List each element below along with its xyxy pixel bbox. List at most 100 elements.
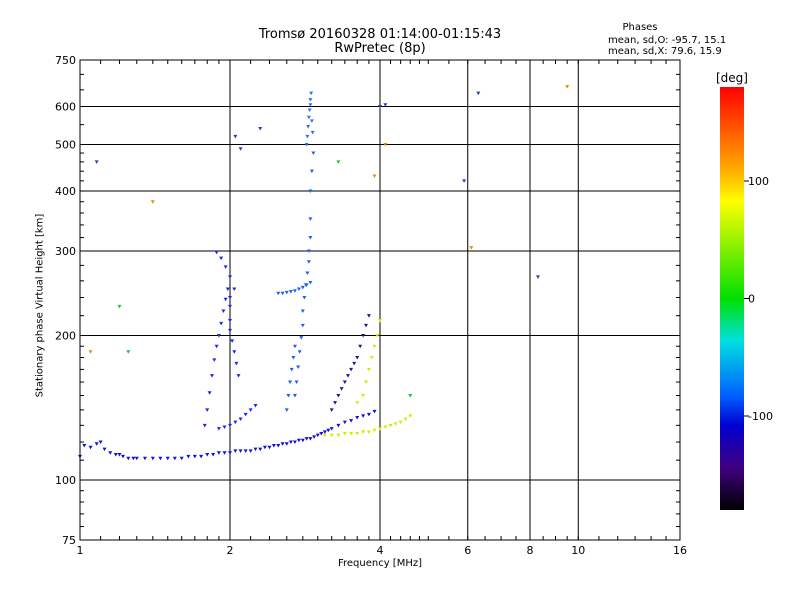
- data-point: [238, 147, 243, 151]
- data-point: [315, 433, 320, 438]
- data-point: [345, 374, 350, 378]
- data-point: [311, 151, 316, 156]
- colorbar-unit: [deg]: [716, 71, 748, 85]
- data-point: [372, 409, 377, 414]
- data-point: [309, 169, 314, 174]
- data-point: [355, 415, 360, 420]
- data-point: [378, 105, 382, 109]
- data-point: [158, 456, 163, 461]
- echo-points: [78, 85, 570, 461]
- data-point: [383, 103, 388, 107]
- data-point: [212, 358, 217, 362]
- data-point: [284, 290, 289, 295]
- data-point: [233, 134, 238, 139]
- data-point: [308, 236, 313, 240]
- data-point: [322, 433, 327, 438]
- data-point: [236, 374, 241, 378]
- data-point: [216, 334, 221, 338]
- data-point: [98, 440, 103, 445]
- data-point: [165, 456, 170, 461]
- data-point: [308, 103, 313, 107]
- data-point: [228, 451, 232, 455]
- phases-o-stats: mean, sd,O: -95.7, 15.1: [608, 35, 727, 46]
- data-point: [535, 275, 540, 279]
- data-point: [233, 420, 238, 425]
- x-tick-label: 1: [77, 544, 84, 557]
- data-point: [292, 344, 297, 349]
- y-tick-label: 400: [55, 185, 76, 198]
- data-point: [223, 297, 228, 302]
- data-point: [309, 119, 314, 123]
- data-point: [322, 430, 327, 434]
- data-point: [228, 423, 232, 428]
- data-point: [388, 423, 393, 428]
- data-point: [383, 425, 388, 429]
- colorbar-ticks: 100 0 -100: [744, 175, 773, 423]
- data-point: [253, 403, 258, 408]
- data-point: [253, 447, 258, 452]
- phases-x-stats: mean, sd,X: 79.6, 15.9: [608, 46, 722, 57]
- data-point: [306, 249, 311, 254]
- chart-title: Tromsø 20160328 01:14:00-01:15:43: [258, 27, 502, 42]
- data-point: [305, 134, 310, 139]
- data-point: [408, 394, 413, 398]
- data-point: [304, 437, 309, 441]
- data-point: [211, 453, 216, 457]
- data-point: [462, 179, 467, 183]
- data-point: [271, 444, 276, 448]
- x-tick-label: 2: [227, 544, 234, 557]
- data-point: [288, 290, 293, 294]
- data-point: [232, 350, 237, 354]
- data-point: [205, 408, 210, 412]
- chart-subtitle: RwPretec (8p): [334, 41, 426, 56]
- data-point: [308, 217, 313, 221]
- data-point: [294, 380, 299, 385]
- data-point: [349, 432, 354, 436]
- data-point: [113, 453, 118, 457]
- data-point: [375, 334, 380, 338]
- data-point: [326, 428, 331, 433]
- data-point: [88, 350, 93, 354]
- data-point: [199, 454, 204, 459]
- data-point: [342, 380, 347, 385]
- data-point: [276, 291, 281, 296]
- data-point: [228, 304, 232, 309]
- data-point: [150, 200, 155, 204]
- x-axis-label: Frequency [MHz]: [337, 558, 423, 569]
- data-point: [383, 143, 388, 147]
- data-point: [179, 456, 184, 461]
- grid-lines: [80, 60, 680, 540]
- y-tick-label: 600: [55, 101, 76, 114]
- data-point: [258, 447, 263, 452]
- phases-heading: Phases: [622, 22, 658, 33]
- data-point: [361, 430, 366, 434]
- data-point: [232, 287, 237, 292]
- data-point: [209, 374, 214, 378]
- axis-ticks: 1 2 4 6 8 10 16 75 100 200 300 400 500 600 750: [55, 54, 687, 557]
- data-point: [267, 445, 272, 450]
- data-point: [222, 425, 227, 429]
- data-point: [280, 442, 285, 446]
- x-tick-label: 8: [527, 544, 534, 557]
- data-point: [300, 309, 305, 313]
- data-point: [228, 328, 232, 333]
- data-point: [355, 432, 360, 436]
- data-point: [121, 454, 126, 459]
- data-point: [342, 432, 347, 436]
- data-point: [172, 456, 177, 461]
- data-point: [565, 85, 570, 89]
- data-point: [304, 283, 309, 287]
- data-point: [305, 271, 310, 275]
- data-point: [366, 314, 371, 318]
- data-point: [216, 451, 221, 455]
- x-tick-label: 4: [377, 544, 384, 557]
- data-point: [288, 440, 293, 445]
- data-point: [126, 350, 131, 354]
- x-tick-label: 10: [571, 544, 585, 557]
- data-point: [286, 394, 291, 398]
- data-point: [364, 380, 369, 385]
- data-point: [88, 445, 93, 450]
- y-tick-label: 750: [55, 54, 76, 67]
- colorbar-tick-label: -100: [748, 410, 773, 423]
